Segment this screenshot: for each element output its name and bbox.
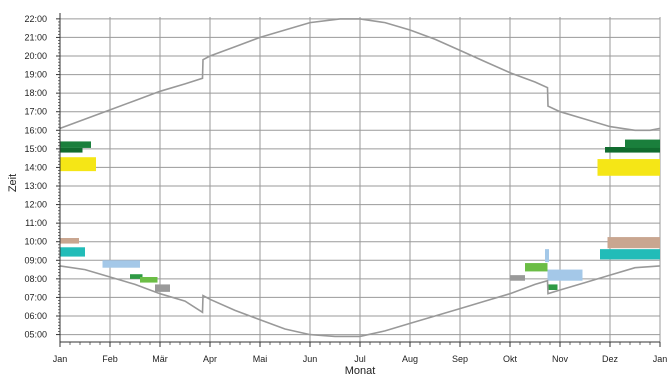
x-tick-label: Mai bbox=[253, 354, 268, 364]
y-tick-label: 18:00 bbox=[24, 88, 47, 98]
sunrise-curve bbox=[59, 265, 661, 338]
observation-band bbox=[525, 263, 548, 272]
observation-band bbox=[597, 159, 660, 176]
x-tick-label: Okt bbox=[503, 354, 518, 364]
x-tick-label: Sep bbox=[452, 354, 468, 364]
y-tick-label: 21:00 bbox=[24, 32, 47, 42]
x-tick-label: Mär bbox=[152, 354, 168, 364]
x-tick-label: Apr bbox=[203, 354, 217, 364]
y-tick-label: 09:00 bbox=[24, 255, 47, 265]
x-tick-label: Aug bbox=[402, 354, 418, 364]
axes bbox=[56, 13, 661, 347]
y-tick-label: 17:00 bbox=[24, 107, 47, 117]
observation-band bbox=[60, 147, 83, 153]
observation-bands bbox=[60, 139, 660, 292]
y-tick-label: 05:00 bbox=[24, 330, 47, 340]
x-axis-title: Monat bbox=[345, 365, 376, 377]
observation-band bbox=[155, 284, 170, 292]
y-tick-label: 06:00 bbox=[24, 311, 47, 321]
y-tick-label: 08:00 bbox=[24, 274, 47, 284]
x-tick-label: Dez bbox=[602, 354, 619, 364]
observation-band bbox=[545, 249, 549, 263]
y-tick-label: 22:00 bbox=[24, 14, 47, 24]
x-tick-label: Jan bbox=[653, 354, 667, 364]
observation-band bbox=[60, 238, 79, 244]
y-tick-labels: 05:00 06:00 07:00 08:00 09:00 10:00 11:00 12:00… bbox=[24, 14, 47, 340]
x-tick-label: Nov bbox=[552, 354, 569, 364]
observation-band bbox=[547, 284, 558, 290]
y-tick-label: 16:00 bbox=[24, 125, 47, 135]
observation-band bbox=[547, 269, 583, 281]
observation-band bbox=[607, 237, 660, 249]
observation-band bbox=[605, 147, 660, 153]
y-tick-label: 10:00 bbox=[24, 237, 47, 247]
sun-curves bbox=[59, 18, 661, 338]
y-tick-label: 07:00 bbox=[24, 292, 47, 302]
x-tick-label: Jun bbox=[303, 354, 318, 364]
observation-band bbox=[60, 141, 91, 148]
y-tick-label: 20:00 bbox=[24, 51, 47, 61]
sunset-curve bbox=[59, 18, 661, 132]
x-tick-label: Jan bbox=[53, 354, 68, 364]
observation-band bbox=[60, 157, 96, 172]
observation-band bbox=[140, 277, 158, 283]
observation-band bbox=[625, 139, 660, 148]
observation-band bbox=[102, 260, 140, 268]
x-tick-label: Jul bbox=[354, 354, 366, 364]
y-tick-label: 12:00 bbox=[24, 200, 47, 210]
y-axis-title: Zeit bbox=[7, 174, 19, 192]
observation-band bbox=[600, 249, 660, 260]
y-tick-label: 13:00 bbox=[24, 181, 47, 191]
x-tick-label: Feb bbox=[102, 354, 118, 364]
y-tick-label: 19:00 bbox=[24, 70, 47, 80]
gridlines bbox=[59, 17, 661, 342]
y-tick-label: 14:00 bbox=[24, 162, 47, 172]
observation-band bbox=[510, 275, 525, 281]
y-tick-label: 15:00 bbox=[24, 144, 47, 154]
x-tick-labels: Jan Feb Mär Apr Mai Jun Jul Aug Sep Okt Nov Dez Jan bbox=[53, 354, 667, 364]
y-tick-label: 11:00 bbox=[25, 218, 47, 228]
observation-band bbox=[60, 247, 85, 257]
observation-band bbox=[130, 274, 143, 279]
